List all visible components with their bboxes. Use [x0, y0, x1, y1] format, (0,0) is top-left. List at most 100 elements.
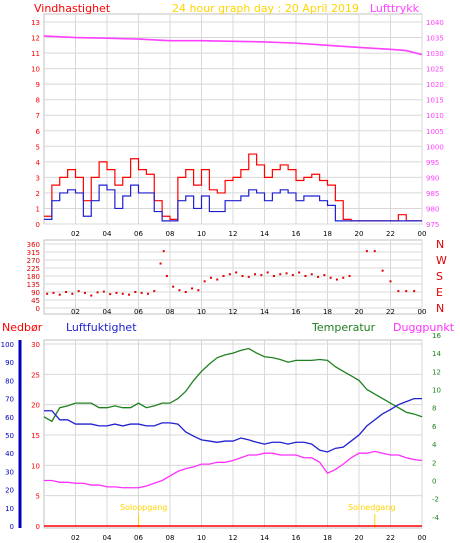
rain-y-tick-label: 90 [5, 359, 14, 367]
humidity-y-tick-label: 25 [31, 371, 40, 379]
direction-x-tick-label: 00 [418, 308, 427, 316]
temperature-y-tick-label: 6 [432, 423, 437, 431]
direction-point [298, 271, 301, 274]
direction-point [52, 291, 55, 294]
temp-x-tick-label: 00 [418, 534, 427, 542]
wind-x-tick-label: 06 [134, 230, 143, 238]
pressure-y-tick-label: 1020 [426, 81, 444, 89]
direction-x-tick-label: 04 [103, 308, 112, 316]
wind-y-tick-label: 12 [31, 35, 40, 43]
wind-y-tick-label: 5 [36, 143, 40, 151]
pressure-line [43, 35, 423, 56]
wind-y-tick-label: 10 [31, 66, 40, 74]
direction-x-tick-label: 12 [229, 308, 238, 316]
direction-grid [44, 240, 423, 314]
pressure-y-tick-label: 980 [426, 205, 439, 213]
temp-x-tick-label: 12 [229, 534, 238, 542]
temp-x-tick-label: 08 [166, 534, 175, 542]
wind-y-tick-label: 9 [36, 81, 40, 89]
wind-x-tick-label: 12 [229, 230, 238, 238]
direction-point [102, 290, 105, 293]
direction-point [365, 250, 368, 253]
direction-point [140, 291, 143, 294]
pressure-axis-label: Lufttrykk [370, 2, 420, 15]
direction-point [235, 271, 238, 274]
rain-y-tick-label: 70 [5, 396, 14, 404]
rain-y-tick-label: 20 [5, 487, 14, 495]
temperature-y-tick-label: 4 [432, 441, 437, 449]
direction-point [96, 291, 99, 294]
direction-point [335, 278, 338, 281]
direction-x-tick-label: 20 [355, 308, 364, 316]
temperature-y-tick-label: 2 [432, 459, 436, 467]
direction-point [389, 280, 392, 283]
humidity-y-tick-label: 20 [31, 402, 40, 410]
temperature-y-tick-label: -4 [432, 514, 440, 522]
direction-point [65, 291, 68, 293]
direction-point [266, 271, 269, 274]
direction-x-tick-label: 18 [323, 308, 332, 316]
direction-point [381, 269, 384, 272]
rain-axis-label: Nedbør [2, 321, 43, 334]
direction-point [222, 275, 225, 277]
compass-label: E [436, 286, 443, 299]
temp-x-tick-label: 18 [323, 534, 332, 542]
direction-point [172, 285, 175, 288]
direction-point [310, 273, 313, 276]
direction-point [159, 262, 162, 265]
direction-y-tick-label: 135 [27, 281, 40, 289]
direction-point [46, 292, 49, 295]
wind-speed-line [44, 153, 422, 222]
temp-x-tick-label: 14 [260, 534, 269, 542]
temperature-y-tick-label: 12 [432, 368, 441, 376]
direction-x-tick-label: 10 [197, 308, 206, 316]
direction-point [121, 292, 124, 295]
compass-label: S [436, 270, 443, 283]
direction-point [413, 290, 416, 293]
direction-y-tick-label: 0 [36, 305, 40, 313]
direction-point [254, 273, 257, 276]
wind-y-tick-label: 1 [36, 205, 40, 213]
compass-label: N [436, 238, 444, 251]
sunset-label: Solnedgang [348, 503, 395, 512]
rain-y-tick-label: 60 [5, 414, 14, 422]
temp-x-tick-label: 16 [292, 534, 301, 542]
humidity-line [44, 397, 422, 453]
rain-y-tick-label: 0 [10, 523, 14, 531]
pressure-y-tick-label: 1015 [426, 97, 444, 105]
wind-y-tick-label: 6 [36, 128, 41, 136]
direction-point [405, 290, 408, 293]
temp-x-tick-label: 22 [386, 534, 395, 542]
direction-point [184, 291, 187, 293]
graph-title: 24 hour graph day : 20 April 2019 [172, 2, 359, 15]
wind-y-tick-label: 13 [31, 19, 40, 27]
temperature-y-tick-label: 8 [432, 405, 436, 413]
direction-point [304, 275, 307, 277]
direction-point [115, 291, 118, 294]
pressure-y-tick-label: 1010 [426, 112, 444, 120]
wind-x-tick-label: 10 [197, 230, 206, 238]
direction-point [146, 292, 149, 295]
direction-point [260, 274, 263, 277]
direction-y-tick-label: 360 [27, 241, 40, 249]
avg-wind-line [44, 184, 422, 222]
temperature-y-tick-label: 10 [432, 387, 441, 395]
temp-x-tick-label: 20 [355, 534, 364, 542]
direction-y-tick-label: 180 [27, 273, 40, 281]
rain-y-tick-label: 80 [5, 377, 14, 385]
direction-point [162, 250, 165, 253]
direction-point [279, 273, 282, 276]
wind-x-tick-label: 04 [103, 230, 112, 238]
pressure-y-tick-label: 975 [426, 221, 439, 229]
direction-x-tick-label: 08 [166, 308, 175, 316]
compass-label: N [436, 302, 444, 315]
wind-y-tick-label: 11 [31, 50, 40, 58]
dewpoint-line [44, 450, 423, 489]
direction-y-tick-label: 270 [27, 257, 40, 265]
direction-point [165, 275, 168, 277]
pressure-y-tick-label: 1000 [426, 143, 444, 151]
wind-x-tick-label: 22 [386, 230, 395, 238]
pressure-y-tick-label: 990 [426, 174, 439, 182]
direction-point [83, 291, 86, 294]
